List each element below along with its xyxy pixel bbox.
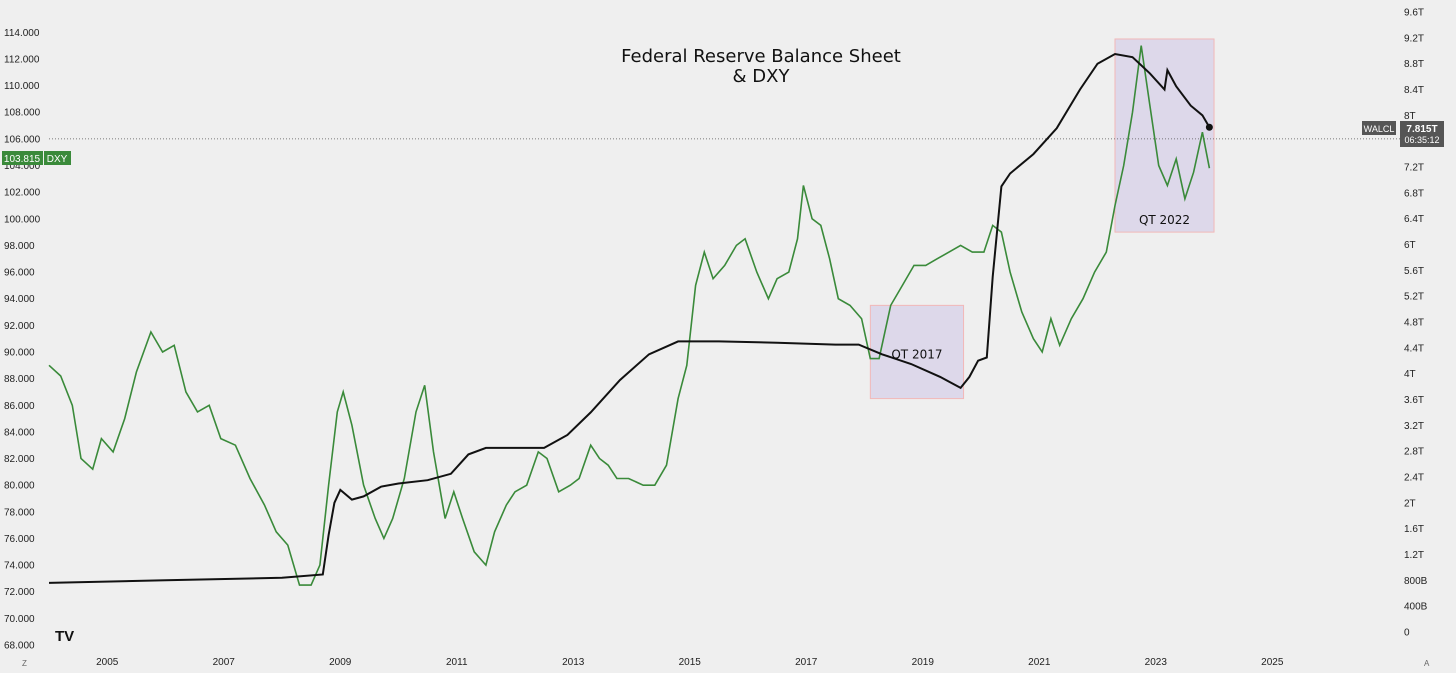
left-tick-label: 84.000 (4, 427, 35, 438)
x-tick-label: 2025 (1261, 657, 1284, 668)
right-tick-label: 4.8T (1404, 318, 1424, 329)
chart-title-line2: & DXY (733, 66, 791, 87)
left-tick-label: 108.000 (4, 108, 41, 119)
dxy-value-text: 103.815 (4, 154, 41, 165)
walcl-countdown-text: 06:35:12 (1404, 135, 1439, 145)
shaded-regions (869, 38, 1215, 400)
right-tick-label: 2T (1404, 498, 1416, 509)
right-corner-label: A (1424, 659, 1430, 668)
left-tick-label: 104.000 (4, 161, 41, 172)
right-tick-label: 7.2T (1404, 163, 1424, 174)
x-tick-label: 2015 (679, 657, 702, 668)
walcl-value-text: 7.815T (1406, 124, 1437, 135)
x-tick-label: 2021 (1028, 657, 1051, 668)
region-label-1: QT 2022 (1139, 213, 1190, 227)
dxy-value-badge (2, 151, 43, 165)
right-tick-label: 8.8T (1404, 59, 1424, 70)
left-tick-label: 110.000 (4, 81, 40, 92)
left-tick-label: 70.000 (4, 614, 35, 625)
left-tick-label: 98.000 (4, 241, 35, 252)
x-tick-label: 2007 (213, 657, 236, 668)
right-tick-label: 8.4T (1404, 85, 1424, 96)
x-tick-label: 2011 (446, 657, 468, 668)
left-tick-label: 76.000 (4, 534, 35, 545)
walcl-series-line (48, 52, 1211, 584)
right-tick-label: 9.6T (1404, 8, 1424, 19)
chart-title-line1: Federal Reserve Balance Sheet (621, 46, 901, 67)
right-tick-label: 2.4T (1404, 473, 1424, 484)
x-tick-label: 2017 (795, 657, 818, 668)
right-tick-label: 4T (1404, 369, 1416, 380)
right-tick-label: 1.2T (1404, 550, 1424, 561)
dxy-name-text: DXY (47, 154, 68, 165)
left-tick-label: 82.000 (4, 454, 35, 465)
left-tick-label: 78.000 (4, 507, 35, 518)
right-tick-label: 4.4T (1404, 343, 1424, 354)
left-tick-label: 92.000 (4, 321, 35, 332)
x-tick-label: 2013 (562, 657, 585, 668)
left-tick-label: 94.000 (4, 294, 35, 305)
left-tick-label: 74.000 (4, 561, 35, 572)
x-tick-label: 2009 (329, 657, 352, 668)
shaded-region-1 (1114, 38, 1215, 233)
left-tick-label: 72.000 (4, 587, 35, 598)
walcl-name-text: WALCL (1364, 124, 1395, 134)
right-tick-label: 6.4T (1404, 214, 1424, 225)
right-tick-label: 9.2T (1404, 33, 1424, 44)
left-tick-label: 106.000 (4, 134, 41, 145)
walcl-name-badge (1362, 121, 1396, 135)
left-tick-label: 100.000 (4, 214, 41, 225)
x-axis: 2005 2007 2009 2011 2013 2015 2017 2019 2021 2023… (96, 657, 1284, 668)
left-tick-label: 68.000 (4, 641, 35, 652)
left-tick-label: 80.000 (4, 481, 35, 492)
walcl-value-badge (1400, 121, 1444, 147)
left-corner-label: Z (22, 659, 27, 668)
left-tick-label: 90.000 (4, 347, 35, 358)
left-tick-label: 96.000 (4, 268, 35, 279)
right-tick-label: 400B (1404, 602, 1428, 613)
right-tick-label: 5.2T (1404, 292, 1424, 303)
left-tick-label: 102.000 (4, 188, 41, 199)
dxy-series-line (48, 45, 1211, 586)
right-tick-label: 1.6T (1404, 524, 1424, 535)
right-tick-label: 800B (1404, 576, 1428, 587)
right-tick-label: 3.2T (1404, 421, 1424, 432)
right-tick-label: 6T (1404, 240, 1416, 251)
right-tick-label: 2.8T (1404, 447, 1424, 458)
region-annotations: QT 2017 QT 2022 (891, 213, 1190, 362)
dxy-name-badge (44, 151, 71, 165)
tradingview-logo: TV (55, 628, 74, 645)
right-tick-label: 5.6T (1404, 266, 1424, 277)
x-tick-label: 2005 (96, 657, 119, 668)
left-axis: 68.000 70.000 72.000 74.000 76.000 78.000 80.0… (4, 28, 41, 652)
left-tick-label: 112.000 (4, 54, 40, 65)
left-tick-label: 114.000 (4, 28, 40, 39)
right-tick-label: 8T (1404, 111, 1416, 122)
x-tick-label: 2019 (912, 657, 935, 668)
x-tick-label: 2023 (1145, 657, 1168, 668)
left-tick-label: 86.000 (4, 401, 35, 412)
shaded-region-0 (869, 304, 965, 400)
region-label-0: QT 2017 (891, 348, 942, 362)
right-tick-label: 6.8T (1404, 188, 1424, 199)
right-tick-label: 0 (1404, 628, 1410, 639)
walcl-last-point (1205, 123, 1213, 131)
left-tick-label: 88.000 (4, 374, 35, 385)
right-tick-label: 3.6T (1404, 395, 1424, 406)
